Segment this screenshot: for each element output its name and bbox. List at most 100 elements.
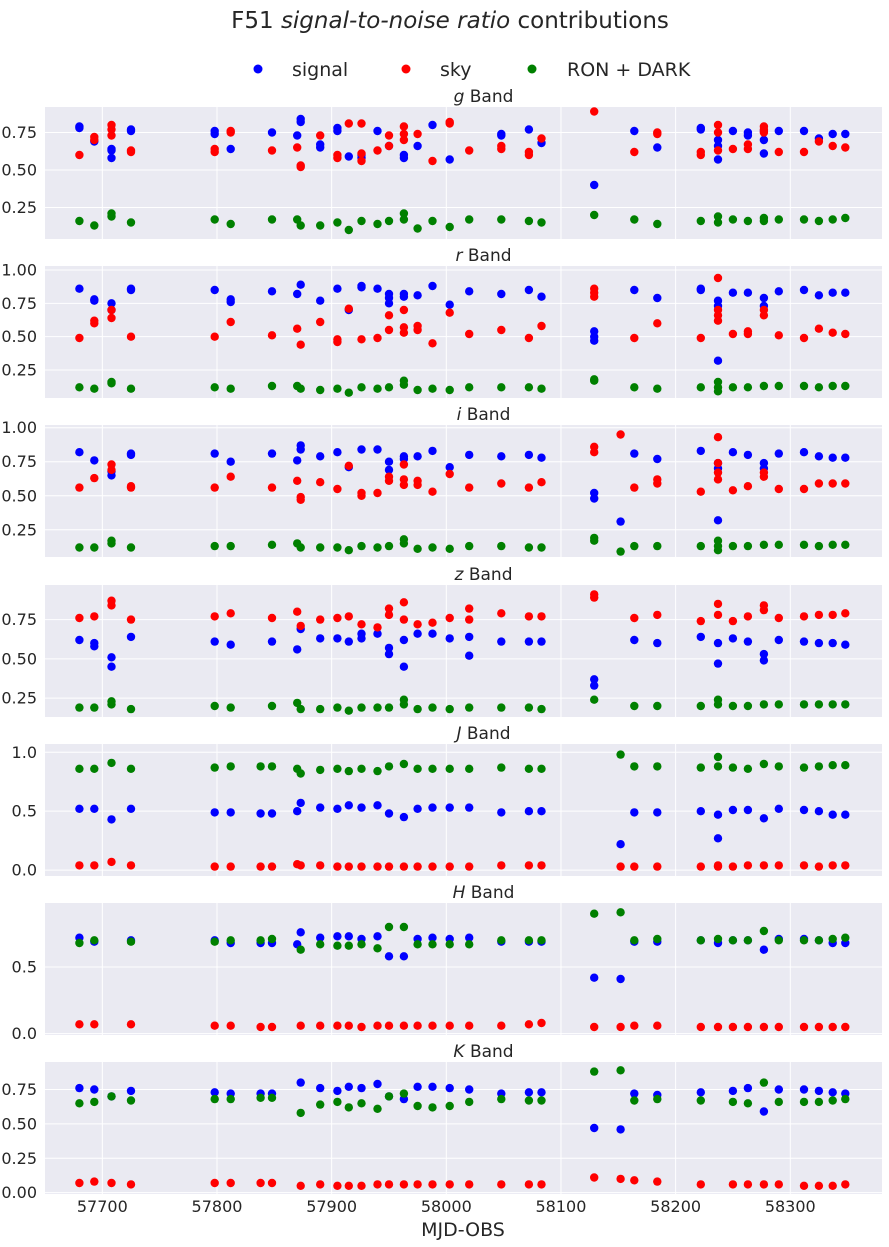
point-sky [316,615,325,624]
point-sky [713,146,723,155]
point-ron [696,701,705,711]
point-sky [653,479,662,488]
point-signal [759,1107,769,1116]
point-signal [373,284,382,293]
point-ron [293,698,302,708]
point-sky [616,430,625,439]
point-ron [728,541,738,551]
point-signal [267,809,277,818]
point-ron [210,701,219,711]
point-signal [256,809,265,818]
point-signal [696,1088,705,1097]
point-sky [630,333,639,343]
point-ron [107,700,116,709]
point-ron [210,541,219,551]
point-ron [465,940,474,949]
point-sky [445,119,454,128]
point-sky [630,862,639,871]
point-signal [630,808,639,817]
point-signal [728,634,738,643]
point-signal [384,643,394,653]
point-signal [653,143,662,152]
point-ron [799,381,809,391]
point-ron [333,543,342,552]
point-sky [373,333,382,343]
point-ron [799,936,809,945]
legend: signal sky RON + DARK [253,59,691,81]
point-ron [713,212,723,221]
point-ron [107,212,116,221]
point-signal [696,123,705,133]
point-signal [333,932,342,941]
point-sky [296,861,305,870]
point-sky [373,1021,382,1030]
point-signal [841,288,850,297]
point-ron [814,936,824,945]
point-ron [713,546,723,555]
point-signal [497,637,506,646]
panel-background [45,107,882,239]
point-signal [713,834,723,843]
point-sky [759,472,769,481]
point-sky [90,135,99,145]
point-signal [226,144,235,154]
panel-background [45,266,882,398]
point-ron [653,219,662,229]
point-ron [728,215,738,224]
point-ron [413,1101,422,1111]
point-ron [267,540,277,549]
point-ron [465,764,474,773]
panel-background [45,425,882,557]
point-sky [399,480,409,490]
point-signal [357,1083,366,1093]
point-signal [774,287,783,296]
point-signal [630,126,639,136]
point-signal [344,801,353,810]
y-tick-label: 0.75 [1,123,37,142]
point-sky [713,862,723,871]
point-ron [413,940,422,949]
point-signal [774,1085,783,1094]
point-signal [399,952,409,961]
point-signal [713,516,723,525]
point-signal [267,287,277,296]
point-ron [107,758,116,768]
point-ron [399,539,409,548]
point-sky [296,1181,305,1191]
point-ron [616,1066,625,1075]
point-signal [126,449,136,458]
point-ron [537,936,546,945]
point-sky [774,331,783,340]
point-signal [524,125,534,134]
point-sky [696,333,705,343]
point-ron [445,764,454,773]
point-sky [774,147,783,157]
y-tick-label: 0.5 [12,958,37,977]
point-sky [107,601,116,610]
point-signal [384,649,394,659]
point-ron [126,1096,136,1105]
point-signal [428,803,437,812]
point-sky [828,1181,837,1191]
point-ron [428,703,437,712]
point-sky [814,137,824,146]
point-sky [210,144,219,154]
point-sky [384,610,394,620]
point-sky [357,620,366,629]
point-signal [90,642,99,651]
point-signal [333,804,342,813]
point-signal [653,808,662,817]
point-signal [107,815,116,824]
y-tick-label: 0.5 [12,802,37,821]
point-signal [465,651,474,660]
point-sky [267,1022,277,1032]
point-ron [210,763,219,772]
point-signal [759,149,769,158]
point-ron [743,541,753,551]
x-tick-label: 58300 [765,1197,816,1216]
point-ron [428,940,437,949]
point-signal [267,449,277,458]
point-sky [728,329,738,339]
point-signal [445,300,454,309]
panel-band-name: K [453,1042,466,1062]
